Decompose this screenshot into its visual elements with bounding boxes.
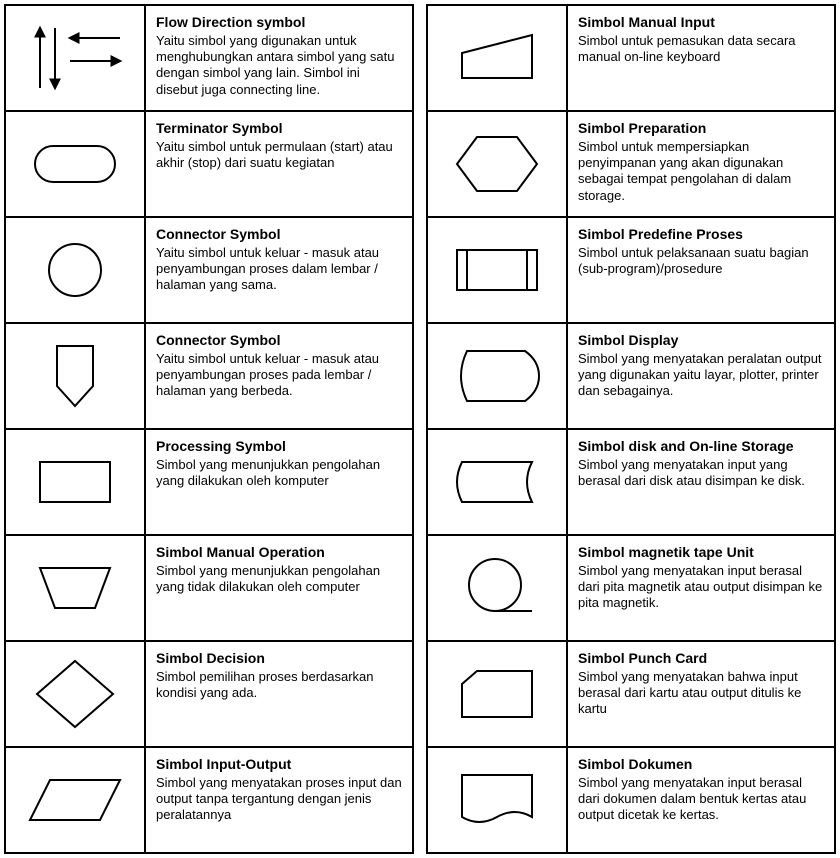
desc: Simbol yang menyatakan input berasal dar… — [578, 563, 824, 612]
right-column: Simbol Manual Input Simbol untuk pemasuk… — [426, 4, 836, 854]
text-punch-card: Simbol Punch Card Simbol yang menyatakan… — [568, 642, 834, 746]
desc: Yaitu simbol untuk keluar - masuk atau p… — [156, 245, 402, 294]
cell-decision: Simbol Decision Simbol pemilihan proses … — [6, 642, 412, 748]
text-mag-tape: Simbol magnetik tape Unit Simbol yang me… — [568, 536, 834, 640]
desc: Yaitu simbol untuk keluar - masuk atau p… — [156, 351, 402, 400]
text-processing: Processing Symbol Simbol yang menunjukka… — [146, 430, 412, 534]
cell-flow-direction: Flow Direction symbol Yaitu simbol yang … — [6, 6, 412, 112]
desc: Simbol untuk pemasukan data secara manua… — [578, 33, 824, 66]
text-manual-input: Simbol Manual Input Simbol untuk pemasuk… — [568, 6, 834, 110]
magnetic-tape-icon — [428, 536, 568, 640]
cell-document: Simbol Dokumen Simbol yang menyatakan in… — [428, 748, 834, 852]
text-preparation: Simbol Preparation Simbol untuk mempersi… — [568, 112, 834, 216]
cell-punch-card: Simbol Punch Card Simbol yang menyatakan… — [428, 642, 834, 748]
desc: Simbol untuk pelaksanaan suatu bagian (s… — [578, 245, 824, 278]
text-disk-storage: Simbol disk and On-line Storage Simbol y… — [568, 430, 834, 534]
display-icon — [428, 324, 568, 428]
cell-terminator: Terminator Symbol Yaitu simbol untuk per… — [6, 112, 412, 218]
cell-preparation: Simbol Preparation Simbol untuk mempersi… — [428, 112, 834, 218]
title: Simbol Preparation — [578, 120, 824, 137]
cell-connector-diff: Connector Symbol Yaitu simbol untuk kelu… — [6, 324, 412, 430]
title: Simbol magnetik tape Unit — [578, 544, 824, 561]
text-document: Simbol Dokumen Simbol yang menyatakan in… — [568, 748, 834, 852]
cell-disk-storage: Simbol disk and On-line Storage Simbol y… — [428, 430, 834, 536]
title: Terminator Symbol — [156, 120, 402, 137]
title: Simbol Display — [578, 332, 824, 349]
desc: Simbol yang menunjukkan pengolahan yang … — [156, 563, 402, 596]
left-column: Flow Direction symbol Yaitu simbol yang … — [4, 4, 414, 854]
text-input-output: Simbol Input-Output Simbol yang menyatak… — [146, 748, 412, 852]
trapezoid-icon — [6, 536, 146, 640]
hexagon-icon — [428, 112, 568, 216]
title: Simbol Punch Card — [578, 650, 824, 667]
title: Connector Symbol — [156, 226, 402, 243]
text-flow-direction: Flow Direction symbol Yaitu simbol yang … — [146, 6, 412, 110]
circle-icon — [6, 218, 146, 322]
title: Simbol disk and On-line Storage — [578, 438, 824, 455]
title: Simbol Manual Input — [578, 14, 824, 31]
title: Flow Direction symbol — [156, 14, 402, 31]
desc: Yaitu simbol yang digunakan untuk menghu… — [156, 33, 402, 98]
text-decision: Simbol Decision Simbol pemilihan proses … — [146, 642, 412, 746]
text-manual-op: Simbol Manual Operation Simbol yang menu… — [146, 536, 412, 640]
arrows-icon — [6, 6, 146, 110]
title: Simbol Decision — [156, 650, 402, 667]
cell-predefined: Simbol Predefine Proses Simbol untuk pel… — [428, 218, 834, 324]
diamond-icon — [6, 642, 146, 746]
title: Simbol Input-Output — [156, 756, 402, 773]
cell-display: Simbol Display Simbol yang menyatakan pe… — [428, 324, 834, 430]
desc: Simbol untuk mempersiapkan penyimpanan y… — [578, 139, 824, 204]
desc: Simbol yang menyatakan input yang berasa… — [578, 457, 824, 490]
title: Simbol Manual Operation — [156, 544, 402, 561]
drum-storage-icon — [428, 430, 568, 534]
desc: Simbol yang menyatakan bahwa input beras… — [578, 669, 824, 718]
title: Connector Symbol — [156, 332, 402, 349]
cell-mag-tape: Simbol magnetik tape Unit Simbol yang me… — [428, 536, 834, 642]
predefined-process-icon — [428, 218, 568, 322]
cell-processing: Processing Symbol Simbol yang menunjukka… — [6, 430, 412, 536]
desc: Simbol yang menyatakan peralatan output … — [578, 351, 824, 400]
cell-manual-op: Simbol Manual Operation Simbol yang menu… — [6, 536, 412, 642]
terminator-icon — [6, 112, 146, 216]
text-terminator: Terminator Symbol Yaitu simbol untuk per… — [146, 112, 412, 216]
cell-manual-input: Simbol Manual Input Simbol untuk pemasuk… — [428, 6, 834, 112]
title: Simbol Dokumen — [578, 756, 824, 773]
desc: Simbol pemilihan proses berdasarkan kond… — [156, 669, 402, 702]
rectangle-icon — [6, 430, 146, 534]
punch-card-icon — [428, 642, 568, 746]
manual-input-icon — [428, 6, 568, 110]
text-connector-diff: Connector Symbol Yaitu simbol untuk kelu… — [146, 324, 412, 428]
text-predefined: Simbol Predefine Proses Simbol untuk pel… — [568, 218, 834, 322]
parallelogram-icon — [6, 748, 146, 852]
text-display: Simbol Display Simbol yang menyatakan pe… — [568, 324, 834, 428]
text-connector-same: Connector Symbol Yaitu simbol untuk kelu… — [146, 218, 412, 322]
offpage-connector-icon — [6, 324, 146, 428]
cell-input-output: Simbol Input-Output Simbol yang menyatak… — [6, 748, 412, 852]
title: Processing Symbol — [156, 438, 402, 455]
desc: Simbol yang menyatakan proses input dan … — [156, 775, 402, 824]
document-icon — [428, 748, 568, 852]
cell-connector-same: Connector Symbol Yaitu simbol untuk kelu… — [6, 218, 412, 324]
desc: Yaitu simbol untuk permulaan (start) ata… — [156, 139, 402, 172]
desc: Simbol yang menunjukkan pengolahan yang … — [156, 457, 402, 490]
title: Simbol Predefine Proses — [578, 226, 824, 243]
desc: Simbol yang menyatakan input berasal dar… — [578, 775, 824, 824]
